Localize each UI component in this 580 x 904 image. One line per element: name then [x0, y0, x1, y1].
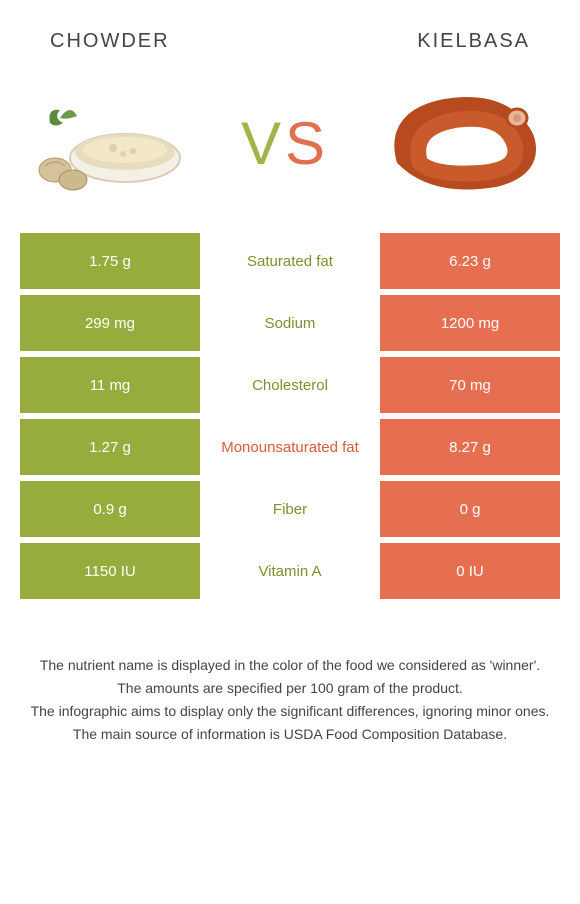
chowder-image [20, 83, 200, 203]
vs-label: VS [241, 109, 329, 178]
food-title-left: Chowder [50, 30, 170, 53]
kielbasa-icon [375, 88, 545, 198]
value-left: 0.9 g [20, 481, 200, 537]
value-right: 0 IU [380, 543, 560, 599]
footnote-line: The main source of information is USDA F… [20, 724, 560, 745]
food-title-right: Kielbasa [417, 30, 530, 53]
value-left: 1150 IU [20, 543, 200, 599]
value-right: 6.23 g [380, 233, 560, 289]
nutrient-label: Fiber [200, 481, 380, 537]
nutrient-label: Cholesterol [200, 357, 380, 413]
footnotes: The nutrient name is displayed in the co… [0, 605, 580, 745]
footnote-line: The nutrient name is displayed in the co… [20, 655, 560, 676]
value-right: 70 mg [380, 357, 560, 413]
nutrient-label: Saturated fat [200, 233, 380, 289]
kielbasa-image [370, 83, 550, 203]
chowder-icon [25, 88, 195, 198]
nutrient-label: Vitamin A [200, 543, 380, 599]
value-left: 1.75 g [20, 233, 200, 289]
value-right: 0 g [380, 481, 560, 537]
table-row: 11 mg Cholesterol 70 mg [20, 357, 560, 413]
table-row: 0.9 g Fiber 0 g [20, 481, 560, 537]
value-right: 1200 mg [380, 295, 560, 351]
table-row: 1150 IU Vitamin A 0 IU [20, 543, 560, 599]
value-left: 11 mg [20, 357, 200, 413]
table-row: 1.27 g Monounsaturated fat 8.27 g [20, 419, 560, 475]
vs-v: V [241, 109, 285, 178]
value-left: 299 mg [20, 295, 200, 351]
vs-s: S [285, 109, 329, 178]
value-right: 8.27 g [380, 419, 560, 475]
nutrient-label: Sodium [200, 295, 380, 351]
header: Chowder Kielbasa [0, 0, 580, 63]
table-row: 1.75 g Saturated fat 6.23 g [20, 233, 560, 289]
table-row: 299 mg Sodium 1200 mg [20, 295, 560, 351]
nutrient-label: Monounsaturated fat [200, 419, 380, 475]
value-left: 1.27 g [20, 419, 200, 475]
footnote-line: The amounts are specified per 100 gram o… [20, 678, 560, 699]
nutrient-table: 1.75 g Saturated fat 6.23 g 299 mg Sodiu… [20, 233, 560, 599]
footnote-line: The infographic aims to display only the… [20, 701, 560, 722]
vs-row: VS [0, 63, 580, 233]
